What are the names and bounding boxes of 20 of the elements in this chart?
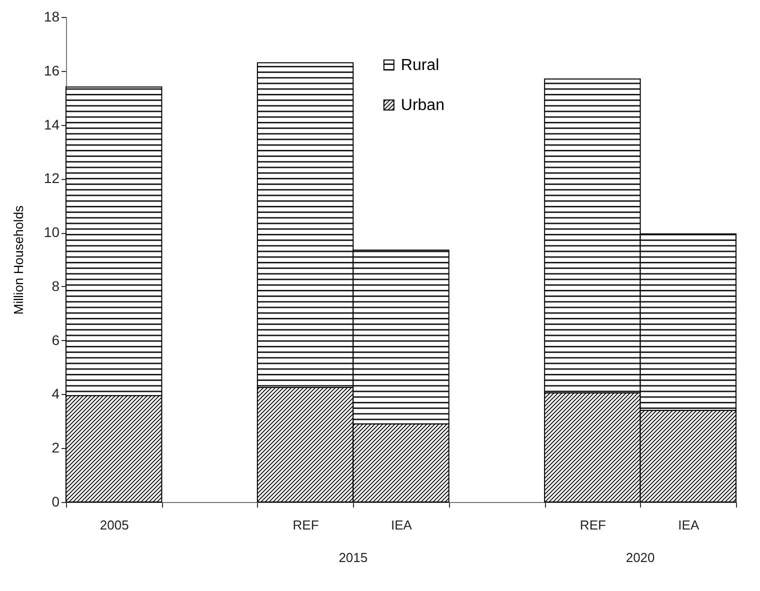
legend-label: Urban bbox=[400, 97, 444, 114]
x-tick-label: REF bbox=[580, 518, 606, 532]
y-tick-label: 8 bbox=[52, 278, 60, 294]
y-tick-label: 4 bbox=[52, 386, 60, 402]
legend-label: Rural bbox=[400, 57, 440, 74]
y-tick-label: 18 bbox=[44, 8, 60, 24]
y-tick-label: 10 bbox=[44, 224, 60, 240]
y-tick-label: 12 bbox=[44, 170, 60, 186]
text: 2015 bbox=[338, 550, 368, 565]
y-tick-label: 2 bbox=[52, 440, 60, 456]
y-tick-label: 16 bbox=[44, 62, 60, 78]
x-tick-label: REF bbox=[292, 518, 319, 532]
y-axis-title: Million Households bbox=[10, 204, 26, 315]
x-tick-label: 2005 bbox=[100, 518, 129, 532]
y-tick-label: 0 bbox=[52, 494, 60, 510]
text: 2020 bbox=[626, 550, 655, 565]
y-tick-label: 6 bbox=[52, 332, 60, 348]
x-tick-label: IEA bbox=[678, 518, 700, 532]
x-tick-label: IEA bbox=[391, 518, 412, 532]
y-tick-label: 14 bbox=[44, 116, 60, 132]
